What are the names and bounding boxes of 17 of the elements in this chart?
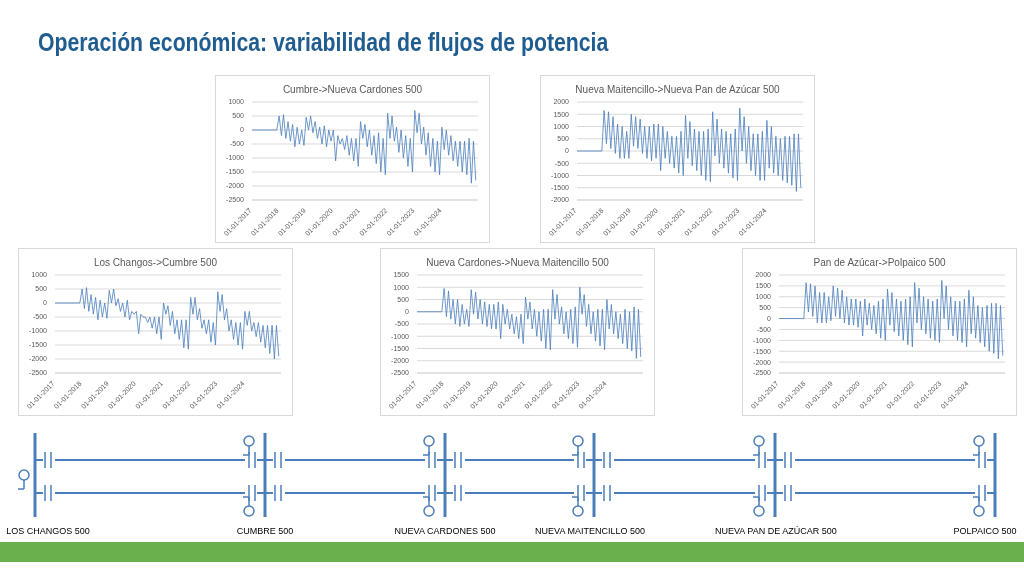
- text: NUEVA PAN DE AZÚCAR 500: [715, 526, 837, 536]
- chart-title: Nueva Cardones->Nueva Maitencillo 500: [425, 257, 610, 270]
- chart-title: Pan de Azúcar->Polpaico 500: [812, 257, 947, 270]
- line-series: [252, 110, 477, 184]
- text: NUEVA CARDONES 500: [393, 526, 497, 536]
- chart-title: Nueva Maitencillo->Nueva Pan de Azúcar 500: [574, 84, 781, 97]
- chart-title: Los Changos->Cumbre 500: [92, 257, 219, 270]
- chart-title: Cumbre->Nueva Cardones 500: [281, 84, 424, 97]
- line-series: [55, 287, 280, 360]
- line-series: [417, 286, 642, 359]
- line-series: [779, 280, 1004, 360]
- text: NUEVA MAITENCILLO 500: [534, 526, 646, 536]
- text: Operación económica: variabilidad de flujos de potencia: [38, 28, 609, 57]
- text: LOS CHANGOS 500: [5, 526, 91, 536]
- text: CUMBRE 500: [235, 526, 295, 536]
- line-series: [577, 107, 802, 192]
- text: POLPAICO 500: [952, 526, 1018, 536]
